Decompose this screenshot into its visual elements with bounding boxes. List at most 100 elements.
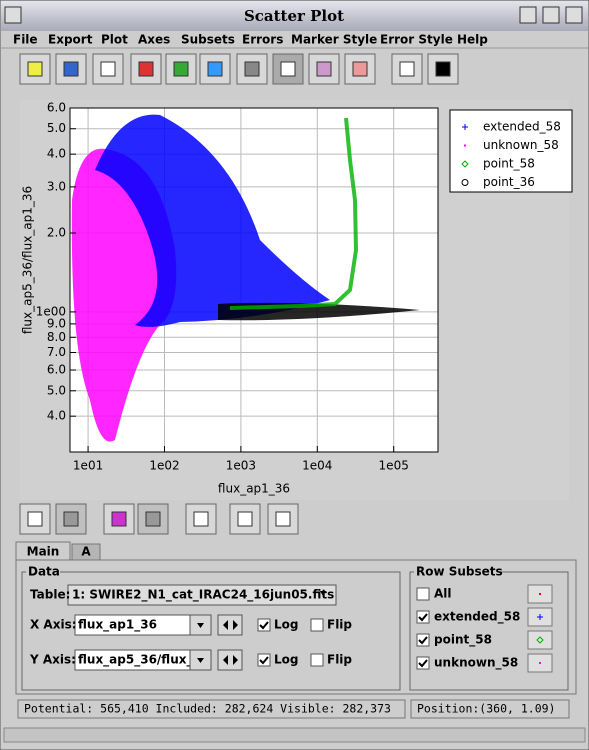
field-label: X Axis: [30, 618, 77, 632]
marker-icon [539, 593, 541, 595]
x-axis-label: flux_ap1_36 [218, 482, 290, 496]
y-tick-label: 7.0 [47, 345, 66, 359]
point-clouds [71, 114, 420, 442]
y-tick-label: 4.0 [47, 409, 66, 423]
tool-icon [280, 61, 296, 77]
check-mark [418, 636, 428, 645]
tab-label[interactable]: A [81, 545, 91, 559]
y-tick-label: 5.0 [47, 121, 66, 135]
data-fieldset [21, 571, 401, 691]
field-label: Table: [30, 588, 70, 602]
tool-icon [63, 61, 79, 77]
tab-panel [15, 559, 577, 695]
checkbox[interactable] [416, 656, 430, 670]
menu-item[interactable]: Axes [138, 33, 170, 47]
checkbox[interactable] [257, 618, 271, 632]
combo-arrow [320, 591, 326, 596]
status-counts-box [17, 699, 406, 719]
legend-label: point_58 [483, 157, 535, 171]
minimize-button[interactable] [519, 6, 537, 24]
checkbox[interactable] [310, 618, 324, 632]
step-button[interactable] [217, 614, 243, 636]
menu-item[interactable]: Help [457, 33, 488, 47]
x-tick-label: 1e02 [149, 459, 179, 473]
step-arrows [223, 655, 238, 665]
close-button[interactable] [565, 6, 583, 24]
marker-icon [461, 160, 469, 168]
plot-tool-icon [145, 511, 161, 527]
plot-tool-button[interactable] [267, 503, 299, 535]
checkbox-label: Log [274, 653, 298, 667]
menu-item[interactable]: File [13, 33, 38, 47]
step-arrows [223, 620, 238, 630]
marker-icon [461, 179, 469, 186]
tool-icon [138, 61, 154, 77]
tool-icon [27, 61, 43, 77]
checkbox[interactable] [416, 610, 430, 624]
check-mark [418, 613, 428, 622]
checkbox[interactable] [310, 653, 324, 667]
menu-item[interactable]: Errors [242, 33, 283, 47]
marker-icon [464, 144, 466, 147]
menu-item[interactable]: Plot [101, 33, 128, 47]
menu-item[interactable]: Marker Style [291, 33, 377, 47]
tool-icon [435, 61, 451, 77]
tool-button[interactable] [272, 53, 304, 85]
plot-border [69, 107, 439, 453]
legend-box [449, 109, 573, 193]
window-menu-button[interactable] [4, 6, 22, 24]
plot-tool-icon [27, 511, 43, 527]
menu-item[interactable]: Error Style [380, 33, 453, 47]
tool-icon [207, 61, 223, 77]
legend-label: unknown_58 [483, 138, 559, 152]
tool-icon [244, 61, 260, 77]
combo-value[interactable]: flux_ap5_36/flux_ [78, 653, 192, 668]
y-axis-label: flux_ap5_36/flux_ap1_36 [21, 186, 35, 334]
subset-label: All [434, 587, 452, 601]
point58-trail [229, 117, 359, 310]
bottom-bar [3, 727, 586, 743]
combo-value[interactable]: flux_ap1_36 [78, 618, 157, 633]
tool-button[interactable] [236, 53, 268, 85]
checkbox[interactable] [416, 587, 430, 601]
x-tick-label: 1e03 [226, 459, 256, 473]
tab-label[interactable]: Main [27, 545, 60, 559]
checkbox[interactable] [416, 633, 430, 647]
status-position-box [410, 699, 570, 719]
legend-bg [26, 565, 60, 579]
table-combo[interactable] [67, 584, 337, 606]
tool-icon [316, 61, 332, 77]
extended-cloud [95, 114, 330, 327]
title-bar [1, 1, 588, 31]
x-tick-label: 1e05 [379, 459, 409, 473]
maximize-button[interactable] [542, 6, 560, 24]
tool-icon [399, 61, 415, 77]
marker-icon [536, 636, 544, 644]
legend-label: point_36 [483, 175, 535, 189]
menu-item[interactable]: Subsets [181, 33, 235, 47]
subset-label: unknown_58 [434, 656, 518, 671]
y-tick-label: 6.0 [47, 363, 66, 377]
combo-value[interactable]: 1: SWIRE2_N1_cat_IRAC24_16jun05.fits [72, 588, 334, 603]
y-tick-label: 1e00 [36, 304, 66, 318]
window-title: Scatter Plot [244, 7, 344, 25]
status-position: Position:(360, 1.09) [417, 702, 555, 716]
tool-icon [352, 61, 368, 77]
checkbox[interactable] [257, 653, 271, 667]
x-tick-label: 1e04 [302, 459, 332, 473]
x-tick-label: 1e01 [73, 459, 103, 473]
fieldset-title: Row Subsets [416, 565, 503, 579]
marker-icon [539, 662, 541, 664]
combo-arrow [197, 623, 204, 628]
style-button[interactable] [527, 630, 553, 650]
step-button[interactable] [217, 649, 243, 671]
marker-icon [462, 124, 468, 130]
check-mark [259, 656, 269, 665]
tool-button[interactable] [427, 53, 459, 85]
tool-icon [173, 61, 189, 77]
status-counts: Potential: 565,410 Included: 282,624 Vis… [24, 702, 391, 716]
check-mark [418, 659, 428, 668]
y-tick-label: 8.0 [47, 330, 66, 344]
menu-item[interactable]: Export [48, 33, 93, 47]
